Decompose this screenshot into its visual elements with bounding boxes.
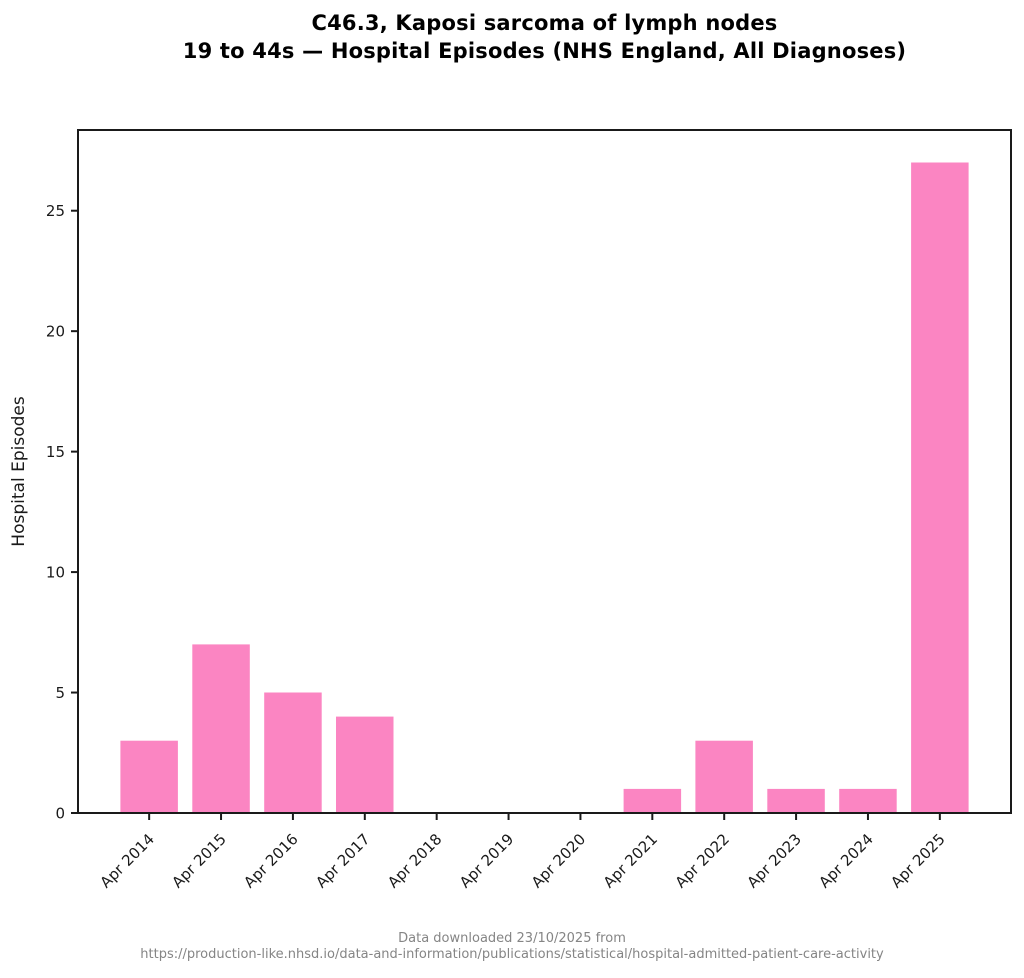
x-tick-label: Apr 2024	[815, 830, 876, 891]
x-tick-label: Apr 2025	[887, 830, 948, 891]
chart-title: C46.3, Kaposi sarcoma of lymph nodes 19 …	[78, 9, 1011, 65]
y-tick-label: 25	[46, 202, 65, 220]
x-tick-label: Apr 2023	[743, 830, 804, 891]
y-tick-label: 10	[46, 564, 65, 582]
bar-apr-2025	[911, 162, 969, 813]
data-source-caption: Data downloaded 23/10/2025 from https://…	[0, 931, 1024, 963]
y-axis-label: Hospital Episodes	[9, 396, 29, 547]
x-tick-label: Apr 2022	[672, 830, 733, 891]
bar-apr-2014	[120, 740, 178, 813]
bar-apr-2021	[623, 788, 682, 813]
bar-apr-2016	[264, 692, 322, 813]
bar-apr-2015	[192, 644, 250, 813]
x-tick-label: Apr 2014	[97, 830, 158, 891]
y-tick-label: 5	[55, 684, 65, 702]
bar-apr-2024	[839, 788, 897, 813]
x-tick-label: Apr 2020	[528, 830, 589, 891]
bar-apr-2023	[767, 788, 825, 813]
x-tick-label: Apr 2017	[312, 830, 373, 891]
caption-download-line: Data downloaded 23/10/2025 from	[398, 931, 626, 946]
y-tick-label: 0	[55, 805, 65, 823]
x-tick-label: Apr 2016	[240, 830, 301, 891]
y-tick-label: 15	[46, 443, 65, 461]
bar-apr-2022	[695, 740, 753, 813]
x-tick-label: Apr 2015	[168, 830, 229, 891]
plot-border	[77, 129, 1012, 814]
x-tick-label: Apr 2018	[384, 830, 445, 891]
x-tick-label: Apr 2021	[600, 830, 661, 891]
chart-title-line2: 19 to 44s — Hospital Episodes (NHS Engla…	[182, 39, 907, 63]
bar-apr-2017	[336, 716, 394, 813]
chart-title-line1: C46.3, Kaposi sarcoma of lymph nodes	[311, 11, 778, 35]
caption-url-line: https://production-like.nhsd.io/data-and…	[140, 947, 884, 962]
x-tick-label: Apr 2019	[456, 830, 517, 891]
y-tick-label: 20	[46, 323, 65, 341]
